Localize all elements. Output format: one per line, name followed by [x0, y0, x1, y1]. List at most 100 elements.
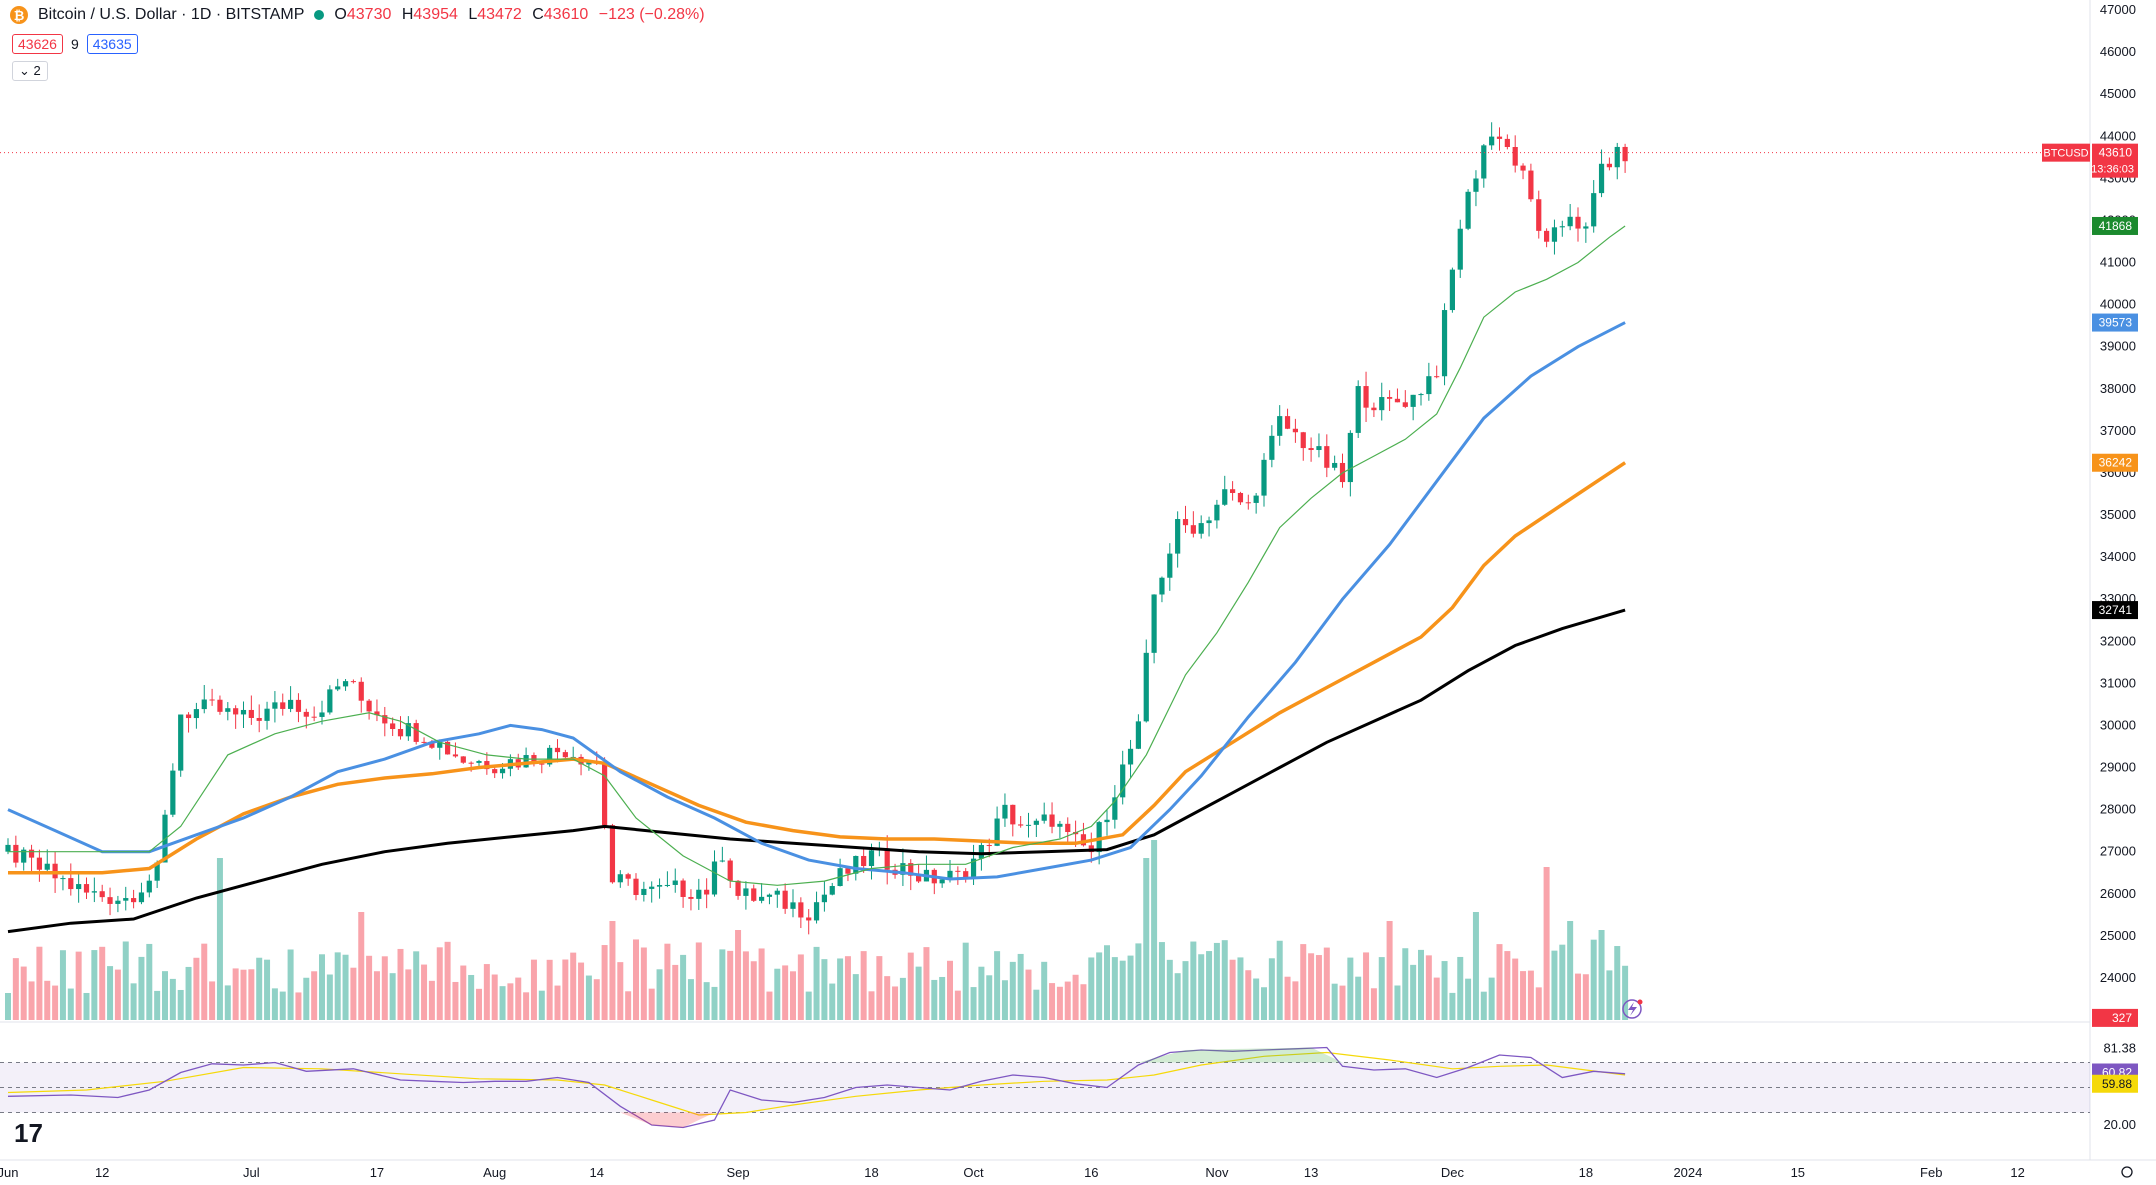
volume-bar	[742, 951, 749, 1020]
candle-body	[664, 884, 670, 886]
volume-bar	[664, 943, 671, 1020]
volume-bar	[1080, 984, 1087, 1020]
volume-bar	[1433, 977, 1440, 1020]
price-tick-label: 25000	[2100, 928, 2136, 943]
candle	[335, 678, 341, 692]
candle-body	[656, 885, 663, 887]
volume-bar	[719, 949, 726, 1020]
candle-body	[1096, 822, 1102, 853]
price-tag-value: 39573	[2099, 316, 2133, 330]
volume-bar	[358, 912, 365, 1020]
time-tick-label: 14	[590, 1165, 604, 1180]
volume-bar	[1339, 985, 1346, 1020]
candle-body	[813, 902, 820, 921]
candle-body	[1025, 824, 1032, 826]
indicators-toggle[interactable]: ⌄ 2	[12, 61, 48, 81]
symbol-title[interactable]: Bitcoin / U.S. Dollar · 1D · BITSTAMP	[38, 6, 305, 23]
candle	[719, 846, 725, 863]
volume-bar	[1441, 961, 1448, 1020]
candle	[1449, 267, 1455, 313]
candle	[829, 882, 835, 896]
candle-body	[499, 768, 506, 774]
candle	[295, 693, 302, 723]
volume-bar	[1056, 986, 1063, 1020]
candle	[586, 761, 592, 771]
candle-body	[759, 896, 765, 901]
candle	[1284, 408, 1291, 430]
candle	[1010, 804, 1016, 837]
candle-body	[625, 874, 631, 879]
volume-bar	[672, 964, 679, 1020]
volume-bar	[138, 956, 145, 1020]
candle	[193, 702, 199, 729]
candle-body	[1182, 519, 1189, 526]
candle-body	[492, 769, 498, 774]
candle-body	[1371, 407, 1377, 411]
volume-bar	[130, 983, 137, 1020]
candle-body	[1080, 834, 1087, 846]
candle-body	[751, 888, 757, 901]
candle-body	[319, 712, 325, 717]
tradingview-logo-icon: 17	[14, 1118, 43, 1148]
candle-body	[13, 844, 19, 863]
volume-bar	[538, 990, 545, 1020]
volume-bar	[1567, 921, 1574, 1020]
volume-bar	[554, 985, 561, 1020]
volume-bar	[962, 942, 969, 1020]
candle	[1175, 511, 1181, 568]
volume-bar	[413, 951, 420, 1020]
volume-bar	[625, 991, 632, 1020]
candle-body	[311, 716, 317, 718]
volume-bar	[1151, 840, 1158, 1020]
candle-body	[1112, 797, 1118, 820]
candle	[1120, 750, 1126, 805]
time-tick-label: Oct	[963, 1165, 984, 1180]
settings-icon[interactable]	[2121, 1166, 2133, 1178]
volume-bar	[279, 991, 286, 1020]
candle-body	[248, 709, 254, 718]
candle-body	[1536, 199, 1542, 231]
volume-bar	[193, 957, 200, 1020]
ma50-line	[7, 321, 1626, 881]
volume-bar	[1402, 948, 1409, 1020]
volume-bar	[1064, 981, 1071, 1020]
candle-body	[908, 863, 914, 876]
time-tick-label: 18	[1579, 1165, 1593, 1180]
candle	[884, 835, 890, 885]
candle	[1379, 382, 1385, 421]
candle	[1245, 494, 1251, 510]
volume-bar	[114, 969, 121, 1020]
candle	[131, 889, 137, 909]
volume-bar	[1535, 987, 1542, 1020]
candle	[672, 868, 678, 893]
candle	[68, 863, 74, 896]
candle	[1300, 431, 1306, 461]
volume-bar	[1253, 978, 1260, 1020]
volume-bar	[1355, 976, 1362, 1020]
candle	[1551, 219, 1558, 255]
candle-body	[5, 844, 11, 852]
ask-button[interactable]: 43635	[86, 34, 138, 54]
bid-button[interactable]: 43626	[12, 34, 63, 54]
candle	[1473, 170, 1479, 207]
candle-body	[1496, 136, 1503, 139]
volume-bar	[1237, 957, 1244, 1020]
candle-body	[633, 878, 639, 895]
candle	[625, 872, 631, 886]
price-tick-label: 29000	[2100, 760, 2136, 775]
volume-bar	[931, 979, 938, 1020]
volume-bar	[224, 985, 231, 1020]
volume-bar	[1276, 940, 1283, 1020]
candle	[460, 756, 466, 764]
candle-body	[115, 900, 121, 904]
volume-bar	[617, 962, 624, 1020]
candle	[327, 685, 333, 715]
volume-bar	[1480, 991, 1487, 1020]
volume-bar	[216, 858, 223, 1020]
volume-bar	[154, 990, 161, 1020]
candle	[1127, 739, 1134, 778]
candle-body	[44, 863, 50, 870]
candle	[743, 881, 749, 910]
volume-bar	[28, 981, 35, 1020]
